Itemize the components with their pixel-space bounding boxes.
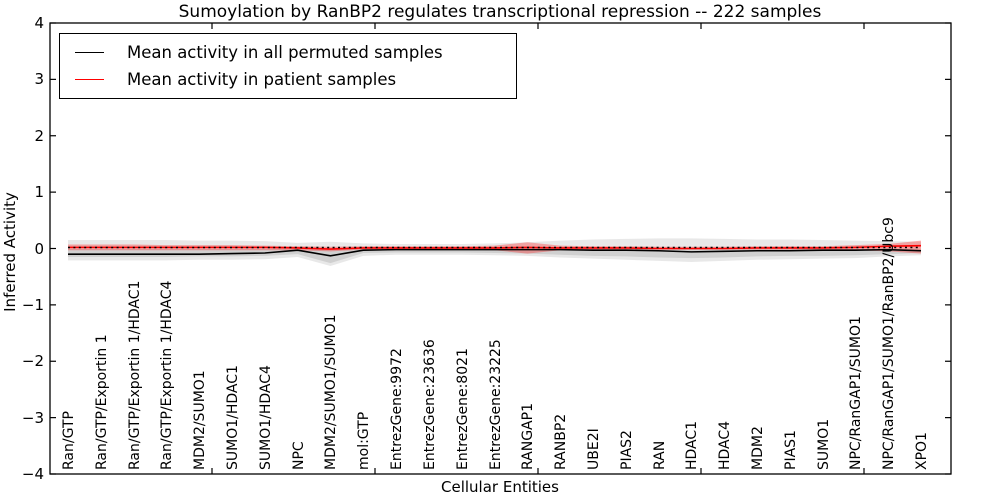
x-category-label: RAN (651, 440, 668, 470)
x-category-label: UBE2I (585, 428, 602, 470)
y-tick-label: −1 (21, 295, 44, 314)
y-tick-label: 3 (34, 70, 44, 89)
legend-box: Mean activity in all permuted samples Me… (59, 33, 517, 99)
y-tick-label: 4 (34, 14, 44, 32)
x-category-label: MDM2 (749, 426, 766, 470)
x-category-label: HDAC4 (717, 420, 734, 470)
y-tick-label: −3 (21, 408, 44, 427)
x-category-label: PIAS2 (618, 430, 635, 470)
patient-samples-range-band (68, 240, 921, 254)
x-category-label: SUMO1 (815, 418, 832, 470)
x-category-label: MDM2/SUMO1/SUMO1 (323, 314, 340, 470)
x-category-label: EntrezGene:23636 (421, 339, 438, 470)
x-axis-label: Cellular Entities (441, 478, 559, 496)
x-category-label: RANGAP1 (520, 403, 537, 470)
x-category-label: PIAS1 (782, 430, 799, 470)
x-category-label: EntrezGene:9972 (389, 348, 406, 470)
y-tick-label: 2 (34, 126, 44, 145)
x-category-label: SUMO1/HDAC4 (257, 365, 274, 470)
permuted-samples-range-inner-band (68, 249, 921, 264)
plot-frame (49, 22, 952, 475)
legend-item-permuted: Mean activity in all permuted samples (60, 43, 516, 62)
permuted-samples-range-outer-band (68, 238, 921, 266)
x-category-label: NPC (290, 441, 307, 470)
x-category-label: Ran/GTP (61, 411, 77, 470)
x-category-label: EntrezGene:23225 (487, 339, 504, 470)
x-category-label: XPO1 (914, 432, 930, 470)
black-line-swatch-icon (75, 51, 104, 53)
x-category-label: MDM2/SUMO1 (192, 370, 209, 470)
x-category-label: Ran/GTP/Exportin 1/HDAC1 (126, 280, 143, 470)
y-tick-label: 1 (34, 183, 44, 202)
x-category-label: HDAC1 (684, 420, 701, 470)
x-category-label: SUMO1/HDAC1 (225, 365, 242, 470)
legend-item-patient: Mean activity in patient samples (60, 70, 516, 89)
red-line-swatch-icon (75, 79, 104, 81)
chart-title: Sumoylation by RanBP2 regulates transcri… (178, 2, 822, 22)
x-category-label: Ran/GTP/Exportin 1/HDAC4 (159, 280, 176, 470)
x-category-label: Ran/GTP/Exportin 1 (93, 334, 110, 470)
x-category-label: RANBP2 (553, 413, 570, 470)
legend-label-patient: Mean activity in patient samples (127, 70, 397, 90)
y-tick-label: −2 (21, 352, 44, 371)
y-tick-label: −4 (21, 465, 44, 483)
x-category-label: EntrezGene:8021 (454, 348, 471, 470)
y-tick-label: 0 (34, 239, 44, 258)
x-category-label: NPC/RanGAP1/SUMO1/RanBP2/Ubc9 (881, 217, 898, 470)
series-line-permuted (68, 248, 922, 257)
legend-label-permuted: Mean activity in all permuted samples (127, 42, 443, 62)
x-category-label: NPC/RanGAP1/SUMO1 (848, 316, 865, 470)
x-category-label: mol:GTP (356, 411, 373, 470)
